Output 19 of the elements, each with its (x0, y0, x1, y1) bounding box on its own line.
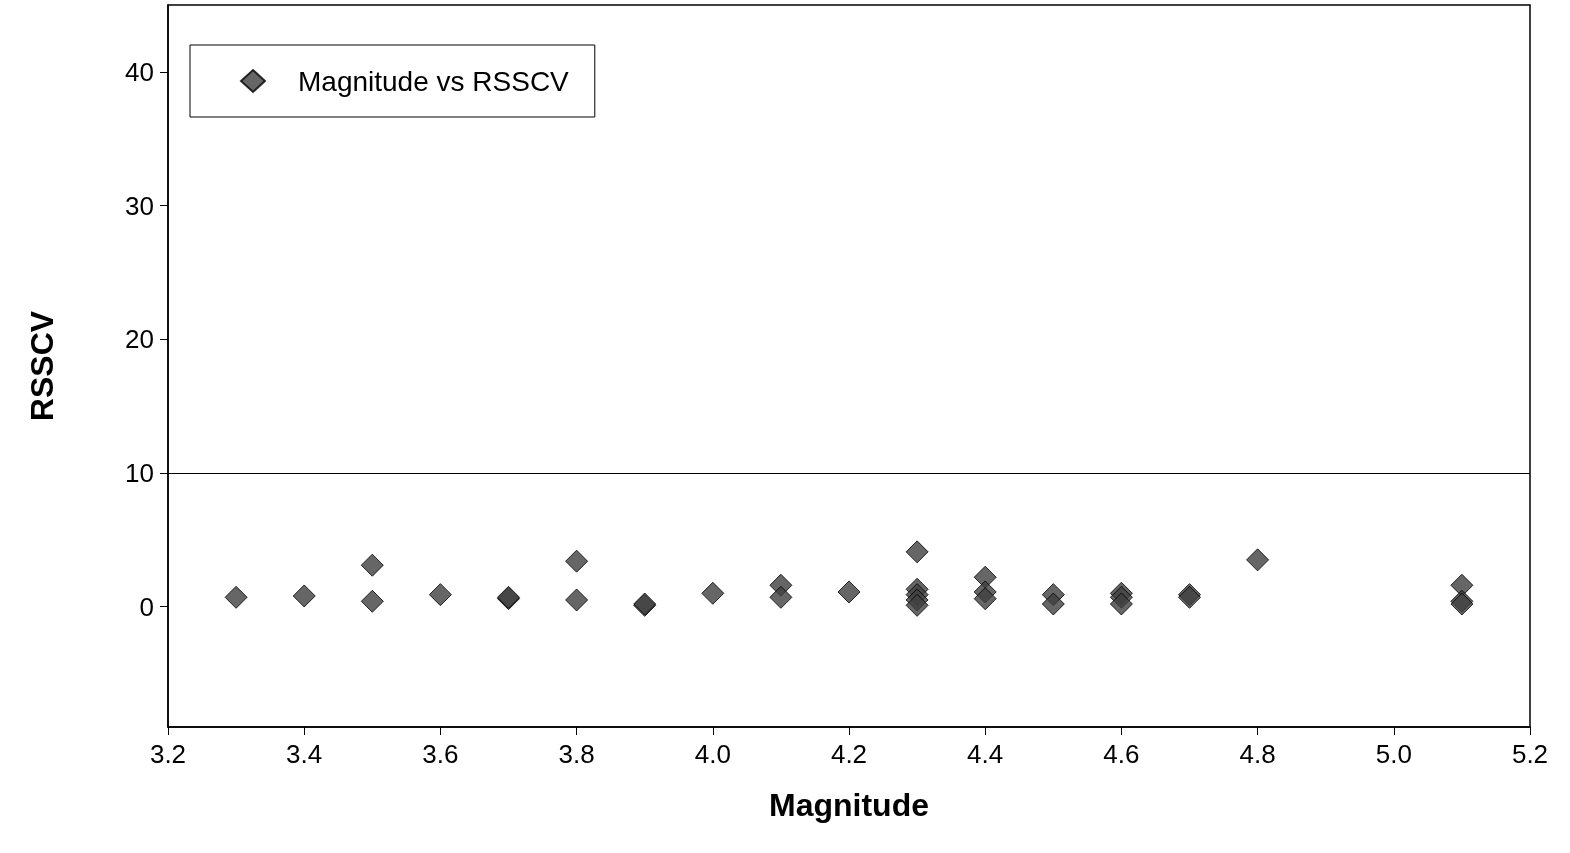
x-tick-label: 4.8 (1239, 739, 1276, 769)
x-tick-label: 5.2 (1511, 739, 1549, 769)
y-tick-label: 10 (125, 457, 154, 488)
x-axis-title: Magnitude (769, 787, 929, 823)
y-tick-label: 20 (125, 324, 154, 355)
y-tick-label: 0 (139, 591, 154, 622)
y-tick-label: 40 (125, 56, 154, 87)
x-tick-label: 4.4 (967, 739, 1004, 769)
legend-label: Magnitude vs RSSCV (298, 65, 570, 97)
x-tick-label: 4.2 (830, 739, 868, 769)
x-tick-label: 3.2 (149, 739, 187, 769)
x-tick-label: 4.0 (694, 739, 731, 769)
x-tick-label: 5.0 (1375, 739, 1412, 769)
x-tick-label: 3.8 (558, 739, 595, 769)
x-tick-label: 3.6 (422, 739, 459, 769)
y-tick-label: 30 (125, 190, 154, 221)
y-axis-title: RSSCV (24, 310, 60, 422)
x-tick-label: 4.6 (1103, 739, 1140, 769)
x-tick-label: 3.4 (286, 739, 323, 769)
